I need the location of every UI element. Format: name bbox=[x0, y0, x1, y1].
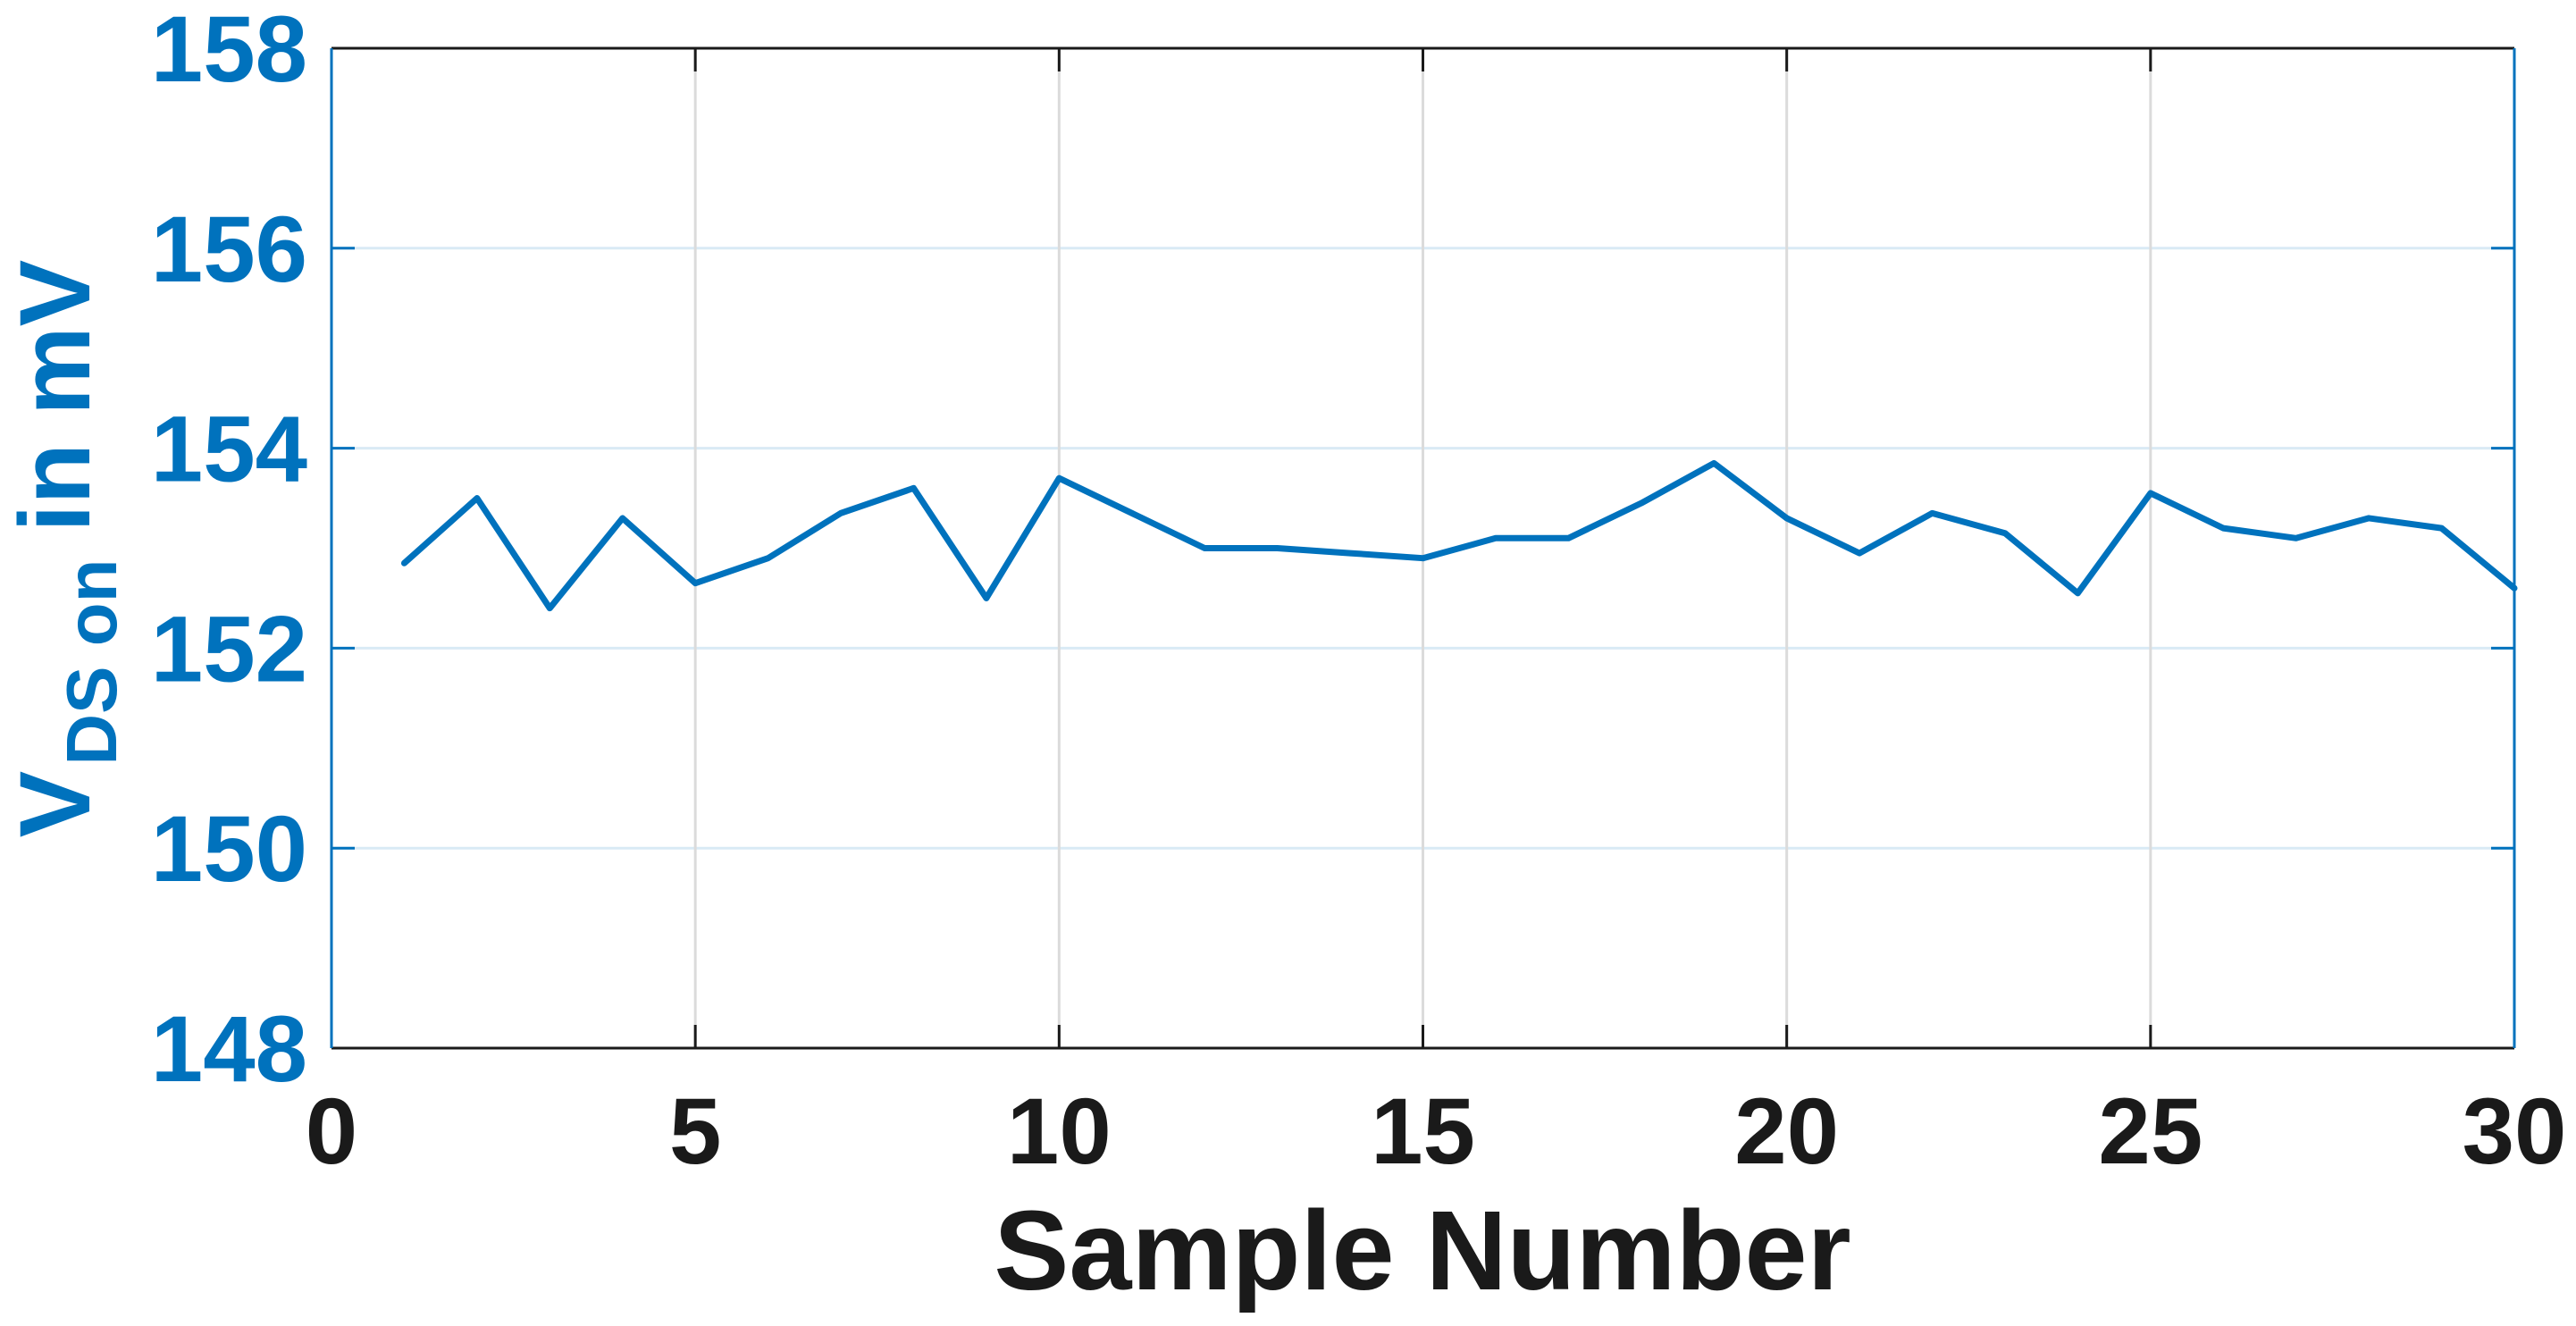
y-axis-label-main: V bbox=[0, 771, 111, 838]
vds-on-line-series bbox=[400, 459, 2518, 612]
y-tick-label: 148 bbox=[151, 997, 307, 1102]
x-tick-label: 30 bbox=[2463, 1079, 2567, 1184]
x-axis-tick-labels: 0 5 10 15 20 25 30 bbox=[306, 1079, 2567, 1184]
y-axis-label-units: in mV bbox=[0, 260, 111, 533]
y-axis-label-subscript: DS on bbox=[52, 559, 131, 766]
x-axis-label: Sample Number bbox=[994, 1188, 1850, 1313]
y-tick-label: 156 bbox=[151, 197, 307, 302]
x-tick-label: 20 bbox=[1734, 1079, 1839, 1184]
y-tick-label: 150 bbox=[151, 797, 307, 902]
axes-frame bbox=[330, 46, 2516, 1050]
y-axis-tick-labels: 148 150 152 154 156 158 bbox=[151, 0, 307, 1102]
x-tick-label: 0 bbox=[306, 1079, 357, 1184]
y-tick-label: 152 bbox=[151, 597, 307, 701]
x-tick-label: 5 bbox=[669, 1079, 721, 1184]
gridlines bbox=[331, 48, 2514, 1048]
x-tick-label: 10 bbox=[1007, 1079, 1112, 1184]
x-tick-label: 25 bbox=[2098, 1079, 2203, 1184]
y-tick-label: 158 bbox=[151, 0, 307, 102]
x-tick-label: 15 bbox=[1371, 1079, 1475, 1184]
y-tick-label: 154 bbox=[151, 398, 307, 502]
y-axis-label: VDS on in mV bbox=[0, 260, 131, 838]
